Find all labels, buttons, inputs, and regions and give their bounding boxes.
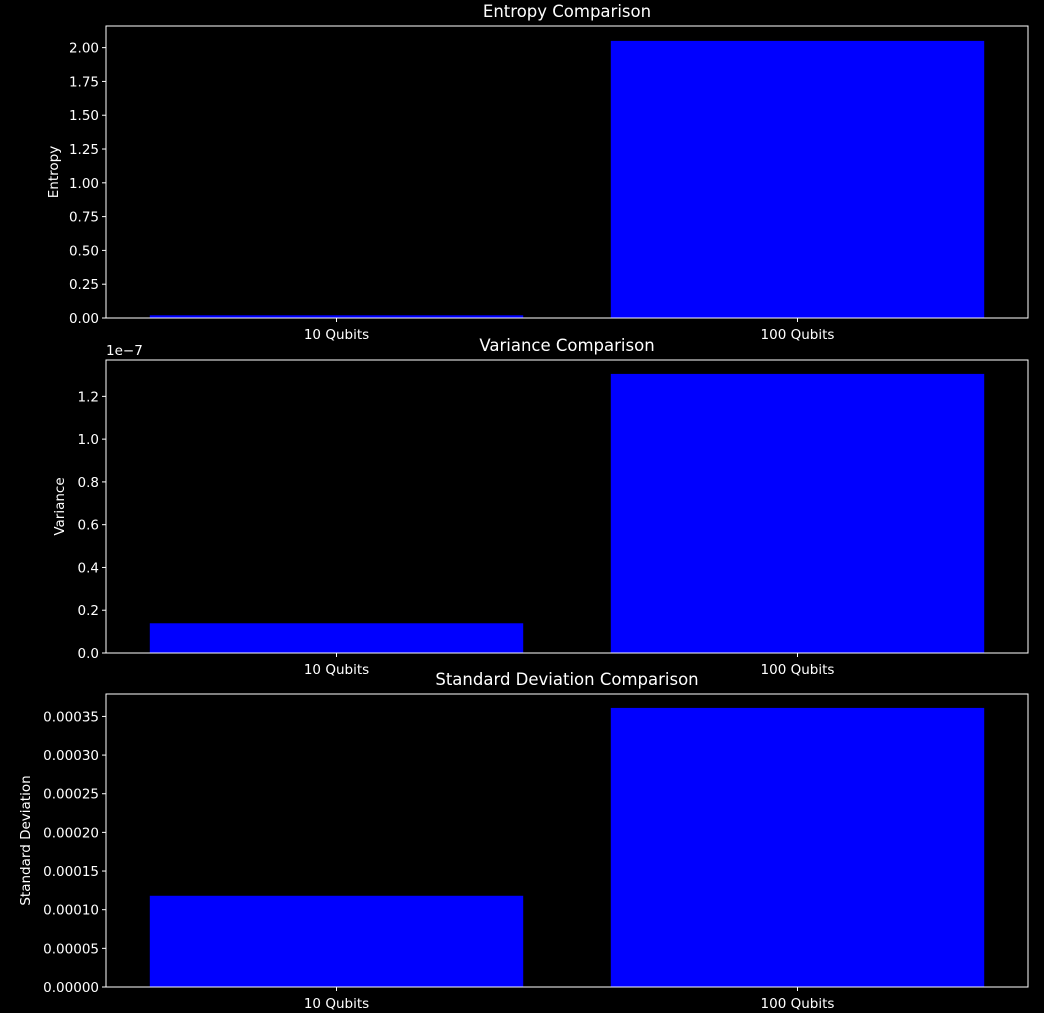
- chart-3-bar-2: [610, 707, 985, 987]
- chart-2-offset-label: 1e−7: [106, 343, 143, 359]
- chart-2-ytick-label-5: 0.8: [78, 475, 99, 491]
- chart-1-ylabel: Entropy: [46, 146, 62, 198]
- chart-1-ytick-label-6: 1.25: [69, 142, 99, 158]
- chart-2-ytick-label-6: 1.0: [78, 432, 99, 448]
- chart-2-bar-2: [610, 373, 985, 653]
- chart-1-ytick-label-4: 0.75: [69, 210, 99, 226]
- chart-1-ytick-label-1: 0.00: [69, 311, 99, 327]
- chart-1-bar-2: [610, 40, 985, 319]
- chart-3-xtick-label-2: 100 Qubits: [761, 996, 835, 1012]
- chart-2-ytick-label-7: 1.2: [78, 389, 99, 405]
- chart-2-bar-1: [149, 623, 524, 653]
- chart-3-ytick-label-8: 0.00035: [43, 709, 99, 725]
- chart-3-ytick-label-3: 0.00010: [43, 903, 99, 919]
- chart-3-axes-frame: [105, 693, 1029, 988]
- chart-1-ytick-label-7: 1.50: [69, 108, 99, 124]
- chart-3-ytick-label-6: 0.00025: [43, 787, 99, 803]
- chart-1-bar-1: [149, 315, 524, 318]
- chart-1-ytick-label-3: 0.50: [69, 243, 99, 259]
- chart-2-ytick-label-2: 0.2: [78, 603, 99, 619]
- chart-2-ylabel: Variance: [52, 477, 68, 535]
- chart-1-ytick-label-5: 1.00: [69, 176, 99, 192]
- chart-2-xtick-label-2: 100 Qubits: [761, 662, 835, 678]
- chart-3-bar-1: [149, 895, 524, 987]
- chart-3-ytick-label-5: 0.00020: [43, 825, 99, 841]
- chart-1-axes-frame: [105, 25, 1029, 319]
- chart-1-ytick-label-2: 0.25: [69, 277, 99, 293]
- chart-2-ytick-label-1: 0.0: [78, 646, 99, 662]
- chart-1-xtick-label-1: 10 Qubits: [304, 327, 369, 343]
- chart-3-ytick-label-1: 0.00000: [43, 980, 99, 996]
- chart-3-ytick-label-2: 0.00005: [43, 941, 99, 957]
- chart-1-xtick-label-2: 100 Qubits: [761, 327, 835, 343]
- chart-2-axes-frame: [105, 359, 1029, 654]
- chart-1-title: Entropy Comparison: [483, 2, 651, 21]
- chart-3-ylabel: Standard Deviation: [18, 775, 34, 905]
- chart-3-title: Standard Deviation Comparison: [435, 670, 698, 689]
- chart-3-ytick-label-4: 0.00015: [43, 864, 99, 880]
- chart-2-title: Variance Comparison: [479, 336, 654, 355]
- chart-3-ytick-label-7: 0.00030: [43, 748, 99, 764]
- chart-2-xtick-label-1: 10 Qubits: [304, 662, 369, 678]
- chart-1-ytick-label-8: 1.75: [69, 74, 99, 90]
- chart-1-ytick-label-9: 2.00: [69, 41, 99, 57]
- chart-2-ytick-label-4: 0.6: [78, 518, 99, 534]
- chart-3-xtick-label-1: 10 Qubits: [304, 996, 369, 1012]
- chart-2-ytick-label-3: 0.4: [78, 560, 99, 576]
